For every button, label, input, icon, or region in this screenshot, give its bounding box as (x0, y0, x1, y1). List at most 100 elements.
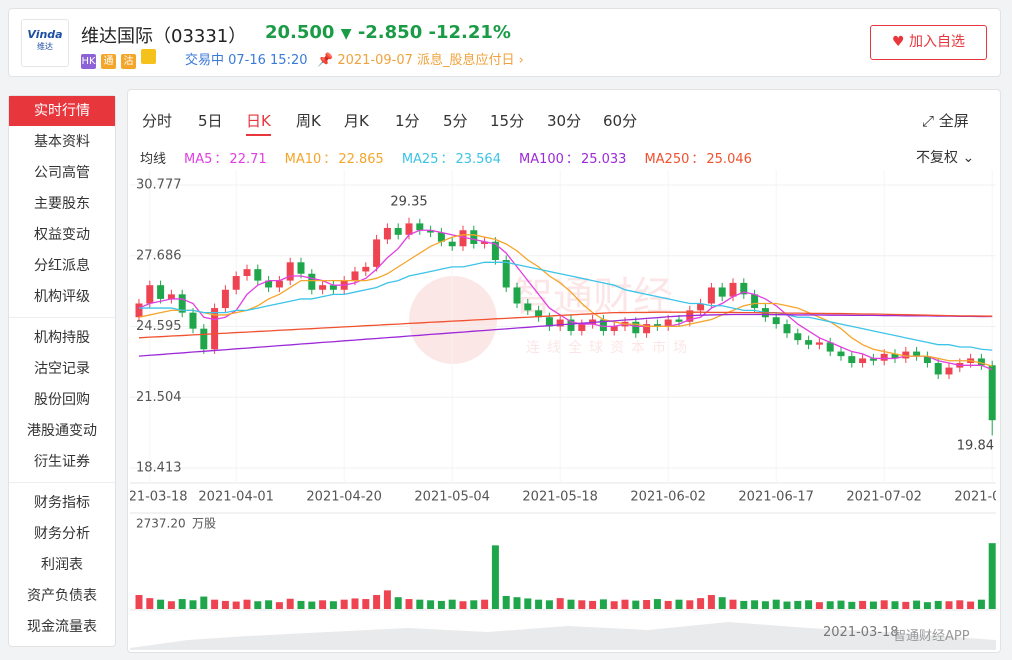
candle-body (610, 326, 618, 331)
nav-item[interactable]: 财务指标 (34, 495, 90, 511)
tab[interactable]: 周K (296, 112, 321, 130)
nav-item[interactable]: 财务分析 (34, 526, 90, 542)
volume-tick-label: 2737.20 (136, 517, 186, 531)
volume-bar (319, 600, 327, 609)
candle-body (697, 303, 705, 311)
badges: HK 通沽 (81, 49, 161, 69)
ma-line (138, 234, 993, 367)
nav-item[interactable]: 主要股东 (34, 196, 90, 212)
nav-item[interactable]: 股份回购 (34, 392, 90, 408)
volume-bar (232, 601, 240, 609)
candle-body (329, 285, 337, 290)
volume-bar (826, 601, 834, 609)
nav-item[interactable]: 沽空记录 (34, 361, 90, 377)
volume-bar (221, 600, 229, 609)
ma-line (139, 261, 993, 351)
volume-bar (913, 600, 921, 609)
candle-body (459, 230, 467, 247)
nav-item[interactable]: 机构持股 (34, 330, 90, 346)
add-watchlist-button[interactable]: ♥ 加入自选 (870, 25, 987, 60)
nav-item[interactable]: 基本资料 (34, 134, 90, 150)
volume-bar (805, 600, 813, 609)
min-label: 19.84 (957, 438, 994, 453)
volume-bar (902, 601, 910, 609)
volume-bar (329, 601, 337, 609)
x-tick-label: 2021-06-17 (738, 490, 814, 505)
candle-body (167, 294, 175, 299)
volume-bar (243, 599, 251, 609)
candle-body (275, 280, 283, 288)
nav-item[interactable]: 现金流量表 (27, 619, 97, 635)
candle-body (513, 287, 521, 304)
nav-item[interactable]: 资产负债表 (27, 588, 97, 604)
candle-body (286, 262, 294, 281)
x-tick-label: 2021-07-02 (846, 490, 922, 505)
tab[interactable]: 日K (246, 110, 271, 136)
nav-item[interactable]: 权益变动 (34, 227, 90, 243)
navigator-area (130, 622, 996, 650)
nav-item[interactable]: 分红派息 (34, 258, 90, 274)
volume-bar (934, 600, 942, 609)
nav-item[interactable]: 公司高管 (34, 165, 90, 181)
volume-bar (394, 597, 402, 609)
candle-body (977, 358, 985, 366)
volume-bar (383, 590, 391, 609)
tab[interactable]: 5分 (443, 112, 468, 130)
candle-body (535, 310, 543, 318)
volume-bar (923, 602, 931, 609)
volume-bar (286, 598, 294, 609)
candle-body (481, 241, 489, 244)
volume-bar (254, 601, 262, 609)
volume-bar (988, 543, 996, 609)
candle-body (848, 356, 856, 364)
tab[interactable]: 5日 (198, 112, 223, 130)
adjust-select[interactable]: 不复权 ⌄ (916, 147, 974, 167)
candle-body (265, 280, 273, 288)
volume-bar (362, 599, 370, 609)
volume-bar (772, 599, 780, 609)
candle-body (146, 285, 154, 304)
candle-body (200, 328, 208, 350)
candle-body (545, 317, 553, 327)
candle-body (232, 276, 240, 290)
volume-bar (967, 601, 975, 609)
volume-bar (200, 596, 208, 609)
chevron: › (514, 53, 524, 68)
stock-name: 维达国际（03331） (81, 26, 247, 47)
candle-body (221, 289, 229, 309)
notice[interactable]: 📌 2021-09-07 派息_股息应付日 › (317, 49, 524, 68)
tab[interactable]: 分时 (142, 112, 173, 130)
volume-bar (265, 600, 273, 609)
candle-body (524, 303, 532, 311)
volume-bar (351, 598, 359, 609)
candle-body (578, 324, 586, 331)
badge-icon (141, 49, 156, 64)
nav-item[interactable]: 实时行情 (9, 96, 115, 126)
down-arrow: ▼ (340, 26, 352, 42)
tab[interactable]: 1分 (395, 112, 420, 130)
ma-value: 25.033 (580, 152, 627, 167)
chevron: ⌄ (958, 150, 975, 166)
tab[interactable]: 15分 (490, 112, 525, 130)
nav-item[interactable]: 利润表 (41, 557, 83, 573)
candle-body (707, 287, 715, 304)
nav-item[interactable]: 港股通变动 (27, 423, 97, 439)
candle-body (211, 308, 219, 350)
volume-bar (740, 600, 748, 609)
nav-item[interactable]: 衍生证券 (34, 454, 90, 470)
fullscreen[interactable]: ⤢ 全屏 (922, 110, 969, 131)
nav-item[interactable]: 机构评级 (34, 289, 90, 305)
volume-bar (481, 599, 489, 609)
x-tick-label: 2021-05-18 (522, 490, 598, 505)
candle-body (437, 232, 445, 242)
candle-body (189, 312, 197, 329)
volume-bar (783, 601, 791, 609)
tab[interactable]: 60分 (603, 112, 638, 130)
tab[interactable]: 月K (344, 112, 369, 130)
candle-body (243, 269, 251, 277)
candle-body (794, 333, 802, 341)
candle-body (383, 227, 391, 240)
tab[interactable]: 30分 (547, 112, 582, 130)
ma-legend-item: MA25： 23.564 (402, 152, 501, 167)
